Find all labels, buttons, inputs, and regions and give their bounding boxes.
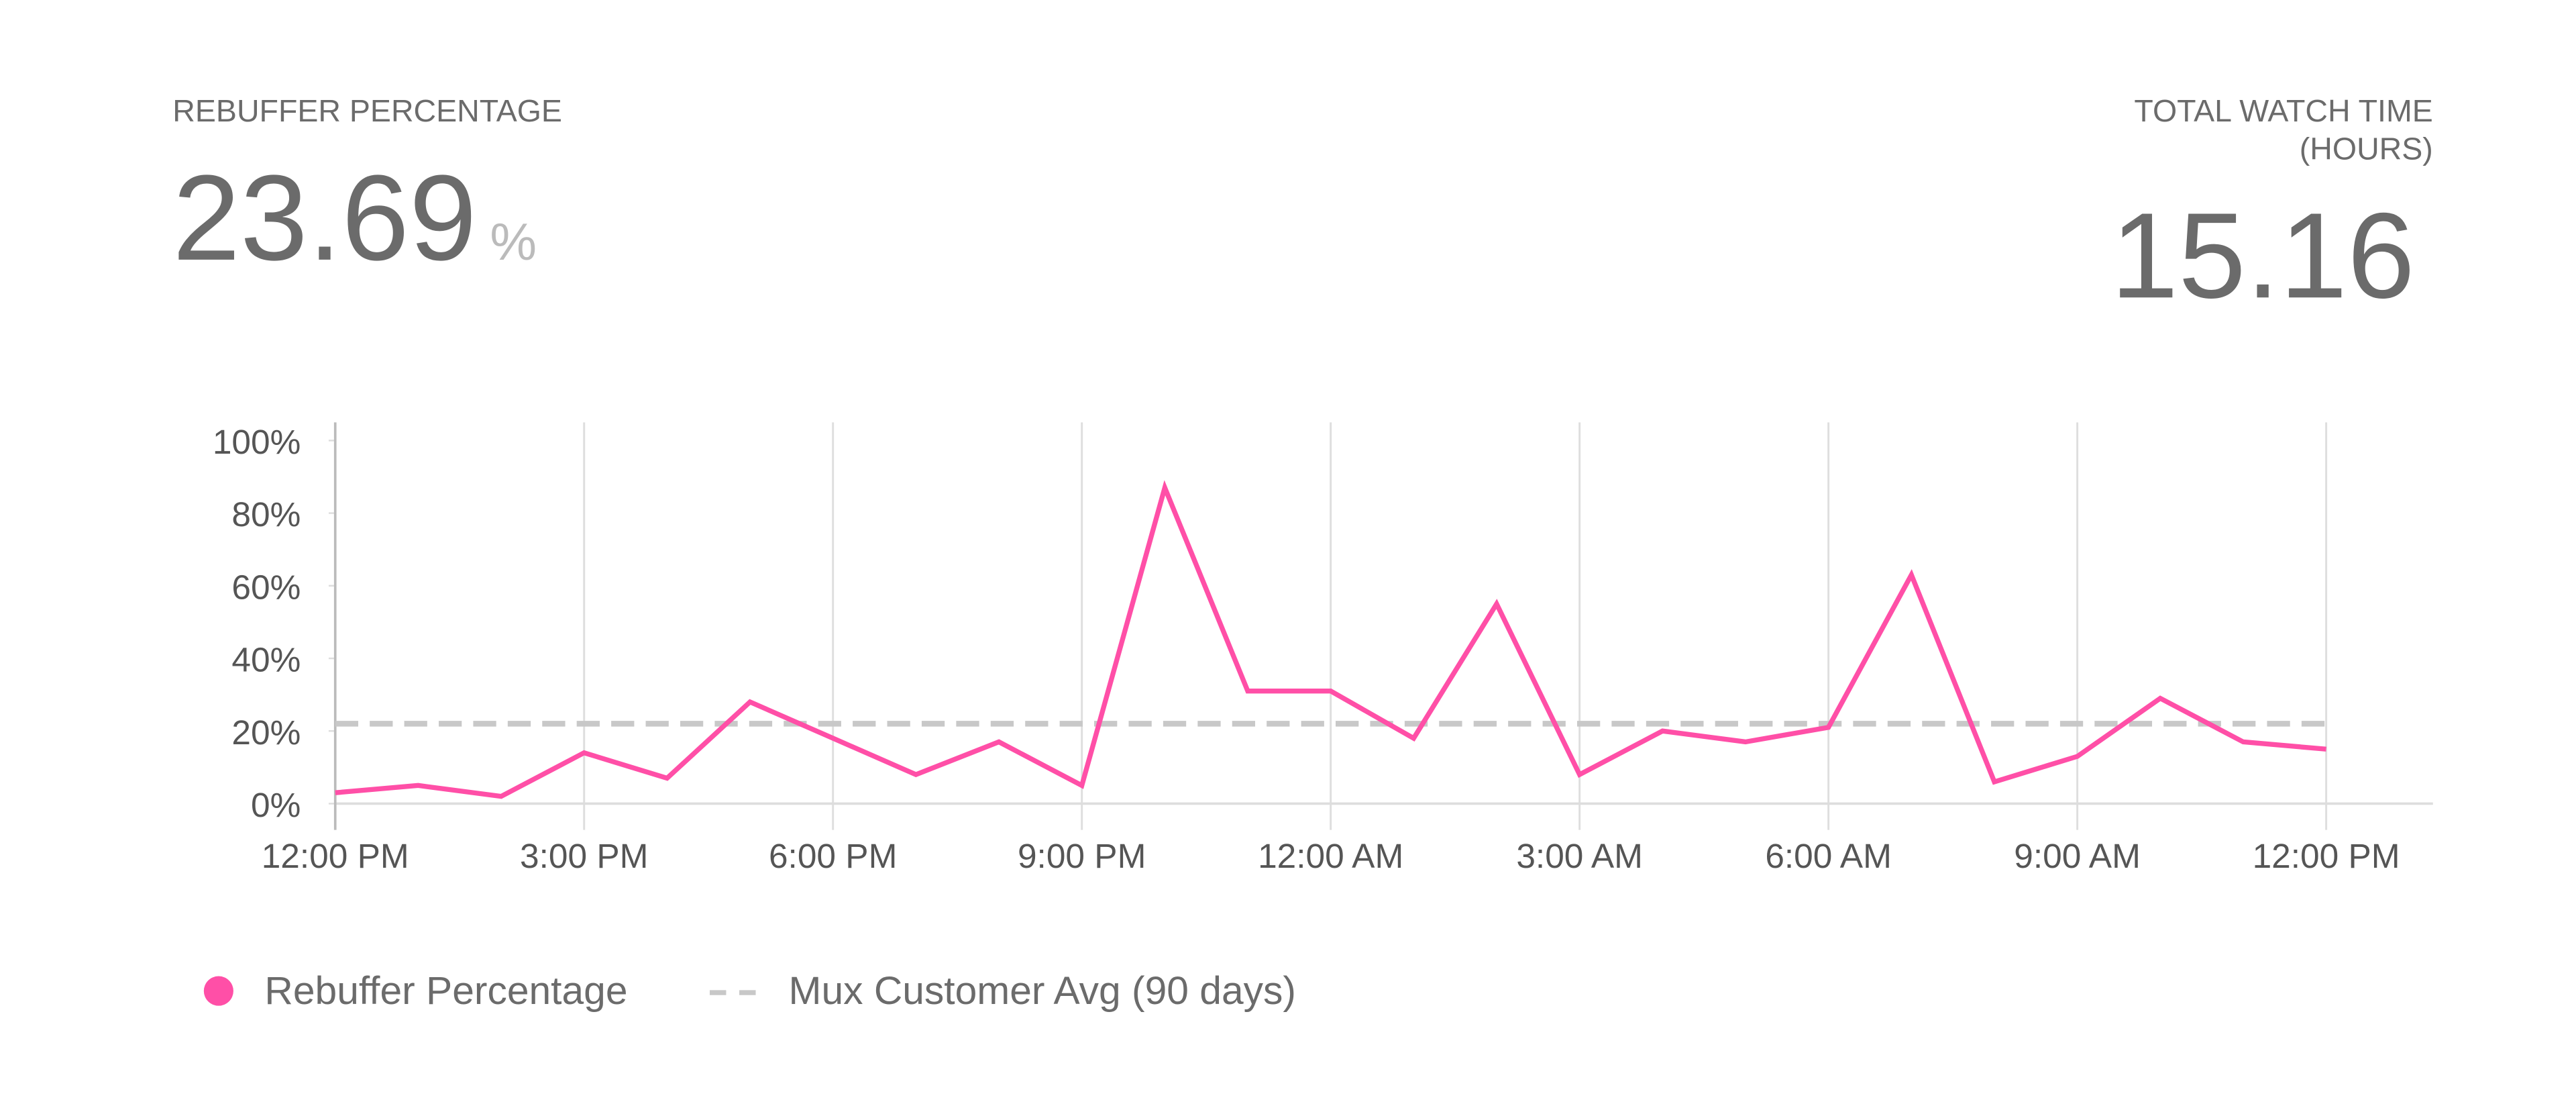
x-tick-label: 12:00 AM bbox=[1258, 836, 1403, 875]
legend-label: Rebuffer Percentage bbox=[264, 969, 627, 1013]
x-tick-label: 9:00 PM bbox=[1018, 836, 1146, 875]
metric-value: 23.69 bbox=[172, 150, 476, 286]
y-tick-label: 60% bbox=[231, 567, 301, 606]
x-tick-label: 6:00 PM bbox=[769, 836, 897, 875]
x-tick-label: 9:00 AM bbox=[2014, 836, 2141, 875]
metric-value: 15.16 bbox=[2110, 188, 2414, 323]
y-tick-label: 0% bbox=[251, 785, 301, 824]
y-tick-label: 100% bbox=[213, 422, 301, 461]
data-line bbox=[335, 480, 2326, 799]
metric-label: TOTAL WATCH TIME bbox=[2134, 93, 2432, 128]
y-tick-label: 40% bbox=[231, 640, 301, 679]
metric-unit: % bbox=[490, 212, 537, 271]
legend-label: Mux Customer Avg (90 days) bbox=[789, 969, 1296, 1013]
y-tick-label: 80% bbox=[231, 495, 301, 534]
metric-label: REBUFFER PERCENTAGE bbox=[172, 93, 562, 128]
x-tick-label: 12:00 PM bbox=[2253, 836, 2400, 875]
plot: 0% 20% 40% 60% 80% 100% 12:00 PM 3:00 PM 6:00 PM… bbox=[203, 422, 2433, 1013]
x-tick-label: 12:00 PM bbox=[262, 836, 409, 875]
legend-swatch bbox=[203, 976, 233, 1006]
x-tick-label: 6:00 AM bbox=[1765, 836, 1892, 875]
y-tick-label: 20% bbox=[231, 713, 301, 752]
x-tick-label: 3:00 PM bbox=[520, 836, 648, 875]
x-tick-label: 3:00 AM bbox=[1516, 836, 1643, 875]
metric-label: (HOURS) bbox=[2300, 132, 2433, 166]
